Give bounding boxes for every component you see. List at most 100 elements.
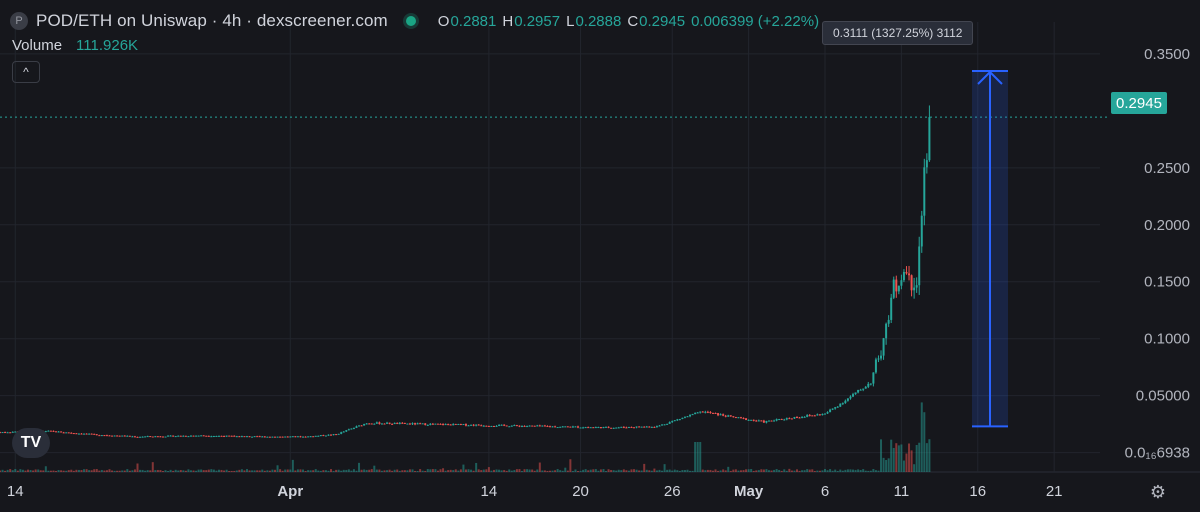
volume-bar [915,444,918,472]
candle-body [492,425,495,427]
volume-bar [258,470,261,472]
volume-bar [251,470,254,472]
volume-bar [29,470,32,472]
volume-bar [498,469,501,472]
volume-bar [783,469,786,472]
volume-bar [352,469,355,472]
collapse-legend-button[interactable]: ^ [12,61,40,83]
candle-body [551,426,554,428]
candle-body [251,436,254,438]
volume-bar [795,469,798,472]
volume-bar [515,469,518,472]
y-tick-label: 0.1000 [1144,331,1190,348]
price-series [0,105,931,438]
volume-bar [734,469,737,472]
candle-body [286,436,289,438]
volume-bar [729,470,732,472]
candle-body [284,436,287,438]
candle-body [869,383,872,385]
volume-bar [21,469,24,472]
volume-bar [831,470,834,472]
candle-body [454,423,457,425]
volume-value: 111.926K [76,37,139,54]
candle-body [256,436,259,438]
time-axis[interactable]: 14 Apr 14 20 26 May 6 11 16 21 [7,483,1063,500]
volume-bar [767,470,770,472]
candle-body [408,423,411,425]
x-tick-label: Apr [277,483,303,500]
measure-tool[interactable] [972,69,1008,428]
volume-bar [612,470,615,472]
volume-bar [164,470,167,472]
candle-body [4,432,7,434]
candle-body [330,434,333,436]
volume-bar [268,470,271,472]
candle-body [235,436,238,438]
high-label: H [502,12,514,30]
volume-bar [1,469,4,472]
candle-body [528,425,531,427]
volume-bar [706,469,709,472]
volume-bar [454,469,457,472]
volume-bar [449,469,452,472]
volume-bar [513,470,516,472]
candle-body [72,433,75,435]
y-tick-label: 0.2000 [1144,217,1190,234]
candle-body [189,435,192,437]
candle-body [202,435,205,437]
volume-bar [55,470,58,472]
volume-bar [719,470,722,472]
open-label: O [437,12,450,30]
gear-icon[interactable]: ⚙ [1149,481,1167,502]
volume-bar [111,470,114,472]
volume-bar [742,470,745,472]
candle-body [653,426,656,428]
volume-bar [212,469,215,472]
candle-body [60,431,63,433]
candle-body [561,426,564,428]
candle-body [689,414,692,417]
candle-body [663,424,666,426]
volume-bar [261,469,264,472]
candle-body [765,420,768,423]
candle-body [495,425,498,427]
volume-bar [661,470,664,472]
volume-bar [118,470,121,472]
volume-bar [887,458,890,472]
volume-bar [403,470,406,472]
y-tick-label: 0.1500 [1144,274,1190,291]
volume-bar [633,469,636,472]
candle-body [885,323,888,339]
volume-bar [892,447,895,472]
volume-bar [202,470,205,472]
candle-body [62,432,65,434]
volume-bar [574,469,577,472]
candle-body [767,420,770,422]
volume-bar [299,469,302,472]
volume-bar [373,465,376,472]
candle-body [319,435,322,437]
volume-bar [556,469,559,472]
symbol-title[interactable]: POD/ETH on Uniswap · 4h · dexscreener.co… [36,11,388,30]
tradingview-logo[interactable]: TV [12,428,50,458]
volume-bar [286,469,289,472]
candle-body [549,426,551,428]
candle-body [205,435,208,437]
candle-body [393,422,396,425]
price-axis[interactable]: 0.3500 0.2500 0.2000 0.1500 0.1000 0.05000 0.0… [1125,46,1190,462]
volume-bar [818,470,821,472]
volume-bar [834,469,837,472]
volume-bar [599,469,602,472]
candle-body [734,417,737,419]
candle-body [380,423,383,425]
candle-body [151,436,154,438]
volume-bar [739,470,742,472]
volume-bar [671,470,674,472]
candle-body [322,435,325,437]
volume-bar [841,470,844,472]
volume-bar [569,459,572,472]
volume-bar [546,470,549,472]
candle-body [49,430,52,432]
volume-bar [780,470,783,472]
